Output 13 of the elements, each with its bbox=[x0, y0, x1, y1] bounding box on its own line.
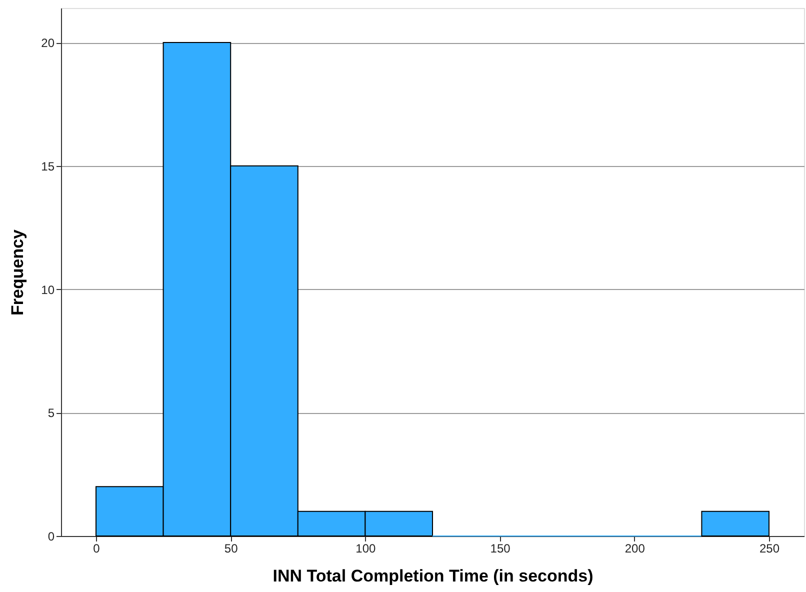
x-tick-label: 200 bbox=[624, 542, 646, 556]
y-tick-label: 5 bbox=[48, 406, 55, 420]
y-tick-label: 0 bbox=[48, 530, 55, 544]
x-tick-label: 50 bbox=[224, 542, 238, 556]
x-axis-title: INN Total Completion Time (in seconds) bbox=[272, 566, 594, 586]
y-tick-label: 15 bbox=[41, 159, 55, 174]
x-tick-label: 150 bbox=[490, 542, 511, 556]
y-tick-label: 20 bbox=[41, 36, 55, 50]
x-tick-label: 0 bbox=[93, 542, 100, 556]
x-tick-label: 250 bbox=[759, 542, 780, 556]
x-tick-label: 100 bbox=[356, 542, 376, 556]
y-axis-title: Frequency bbox=[8, 228, 28, 316]
y-tick-label: 10 bbox=[41, 282, 55, 297]
